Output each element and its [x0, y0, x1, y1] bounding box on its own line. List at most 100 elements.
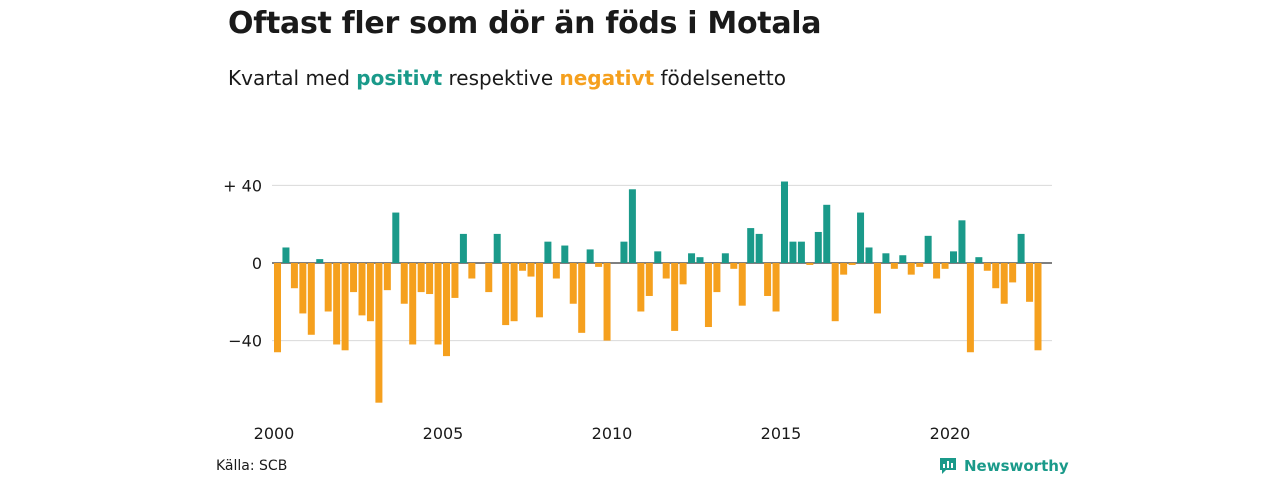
bar-negative — [451, 263, 459, 298]
bar-negative — [704, 263, 712, 328]
bar-positive — [688, 253, 696, 263]
bar-positive — [950, 251, 957, 263]
x-tick-label: 2005 — [423, 424, 464, 443]
bar-negative — [738, 263, 746, 306]
bar-negative — [510, 263, 518, 322]
bar-positive — [721, 253, 729, 263]
bar-positive — [620, 241, 628, 263]
bar-negative — [637, 263, 645, 312]
bar-negative — [400, 263, 408, 304]
bar-negative — [485, 263, 493, 293]
bar-negative — [535, 263, 543, 318]
bar-negative — [409, 263, 417, 345]
bar-negative — [341, 263, 349, 351]
bar-negative — [434, 263, 442, 345]
bar-positive — [628, 189, 636, 263]
bar-negative — [595, 263, 603, 267]
bar-negative — [916, 263, 924, 267]
bar-negative — [299, 263, 307, 314]
bar-negative — [324, 263, 332, 312]
bar-positive — [654, 251, 662, 263]
subtitle-negative-label: negativt — [559, 66, 655, 90]
bar-positive — [882, 253, 890, 263]
bar-positive — [823, 204, 831, 263]
bar-negative — [578, 263, 586, 333]
bar-negative — [426, 263, 434, 295]
bar-negative — [873, 263, 881, 314]
bar-negative — [383, 263, 391, 291]
bar-positive — [781, 181, 788, 263]
brand-name: Newsworthy — [964, 457, 1069, 475]
bar-negative — [772, 263, 780, 312]
bar-negative — [992, 263, 1000, 289]
bar-negative — [1026, 263, 1034, 302]
bar-negative — [569, 263, 577, 304]
bar-positive — [1017, 233, 1025, 263]
subtitle-positive-label: positivt — [356, 66, 443, 90]
bar-negative — [1000, 263, 1008, 304]
bar-positive — [755, 233, 763, 263]
bar-negative — [375, 263, 383, 403]
bar-negative — [713, 263, 721, 293]
y-tick-label: −40 — [228, 332, 262, 351]
bar-negative — [274, 263, 281, 353]
bar-negative — [527, 263, 535, 277]
bar-negative — [890, 263, 898, 269]
x-tick-label: 2015 — [761, 424, 802, 443]
bar-negative — [502, 263, 510, 326]
x-tick-label: 2010 — [592, 424, 633, 443]
chart-subtitle: Kvartal med positivt respektive negativt… — [228, 66, 786, 90]
bar-positive — [975, 257, 983, 263]
brand-logo: Newsworthy — [938, 456, 1069, 476]
bar-positive — [857, 212, 865, 263]
bar-positive — [924, 235, 932, 263]
bar-positive — [459, 233, 467, 263]
bar-negative — [645, 263, 653, 296]
bar-negative — [966, 263, 974, 353]
bar-negative — [443, 263, 450, 357]
subtitle-middle: respektive — [448, 66, 554, 90]
bar-positive — [392, 212, 400, 263]
bar-positive — [814, 231, 822, 263]
bar-negative — [1034, 263, 1042, 351]
bar-negative — [307, 263, 315, 335]
bar-negative — [806, 263, 814, 265]
source-note: Källa: SCB — [216, 458, 288, 474]
x-tick-label: 2020 — [930, 424, 971, 443]
bar-positive — [797, 241, 805, 263]
bar-negative — [519, 263, 527, 271]
bar-negative — [468, 263, 476, 279]
bar-negative — [831, 263, 839, 322]
bar-negative — [671, 263, 679, 331]
bar-negative — [848, 263, 856, 265]
bar-positive — [493, 233, 501, 263]
bar-positive — [747, 228, 755, 263]
bar-positive — [316, 259, 324, 263]
y-tick-label: + 40 — [223, 176, 262, 195]
bar-negative — [1009, 263, 1017, 283]
x-tick-label: 2000 — [254, 424, 295, 443]
bar-negative — [350, 263, 358, 293]
bar-positive — [958, 220, 966, 263]
bar-negative — [679, 263, 687, 285]
bar-negative — [840, 263, 848, 275]
bar-negative — [907, 263, 915, 275]
bar-positive — [282, 247, 290, 263]
bar-negative — [358, 263, 366, 316]
bar-negative — [983, 263, 991, 271]
bar-positive — [696, 257, 704, 263]
bar-negative — [730, 263, 738, 269]
bar-negative — [333, 263, 341, 345]
bar-negative — [941, 263, 949, 269]
bar-positive — [561, 245, 569, 263]
bar-negative — [933, 263, 941, 279]
chart-title: Oftast fler som dör än föds i Motala — [228, 6, 822, 41]
subtitle-suffix: födelsenetto — [660, 66, 786, 90]
bar-negative — [552, 263, 560, 279]
bar-positive — [899, 255, 907, 263]
newsworthy-logo-icon — [940, 458, 956, 474]
bar-positive — [865, 247, 873, 263]
bar-positive — [586, 249, 594, 263]
bar-positive — [789, 241, 797, 263]
